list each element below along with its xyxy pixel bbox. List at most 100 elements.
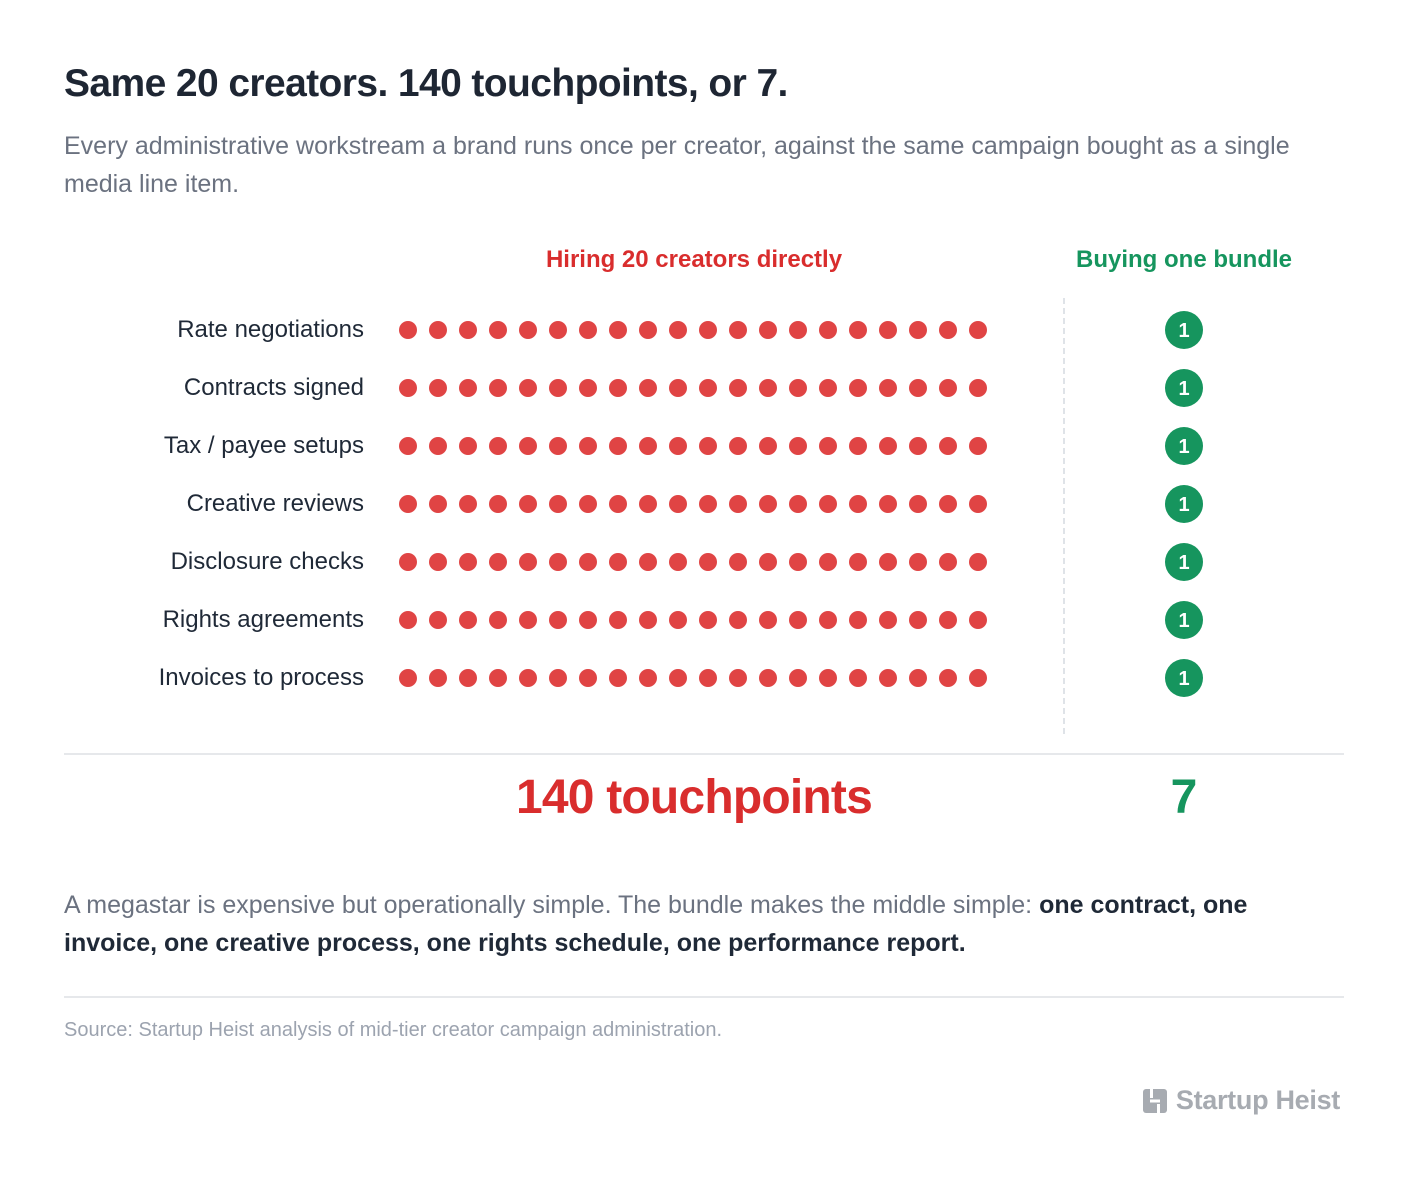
column-header-direct: Hiring 20 creators directly [545, 246, 843, 273]
direct-touchpoint-dot [849, 437, 867, 455]
direct-touchpoint-dot [639, 669, 657, 687]
direct-touchpoint-dot [669, 553, 687, 571]
direct-touchpoint-dot [519, 321, 537, 339]
direct-touchpoint-dot [819, 611, 837, 629]
direct-touchpoint-dot [759, 437, 777, 455]
direct-touchpoint-dot [789, 611, 807, 629]
direct-touchpoint-dot [969, 611, 987, 629]
dot-matrix-chart: 1 1 1 1 1 1 1 [399, 311, 1203, 697]
direct-touchpoint-dot [699, 669, 717, 687]
direct-touchpoint-dot [429, 437, 447, 455]
bundle-touchpoint-label: 1 [1178, 494, 1189, 516]
direct-touchpoint-dot [399, 379, 417, 397]
direct-touchpoint-dot [789, 495, 807, 513]
direct-touchpoint-dot [909, 611, 927, 629]
direct-touchpoint-dot [489, 669, 507, 687]
direct-touchpoint-dot [909, 553, 927, 571]
direct-touchpoint-dot [759, 495, 777, 513]
direct-touchpoint-dot [399, 553, 417, 571]
direct-touchpoint-dot [669, 495, 687, 513]
direct-touchpoint-dot [669, 669, 687, 687]
direct-touchpoint-dot [849, 495, 867, 513]
bundle-touchpoint-circle [1165, 543, 1203, 581]
direct-touchpoint-dot [819, 321, 837, 339]
direct-touchpoint-dot [729, 611, 747, 629]
brand-logo: Startup Heist [1142, 1085, 1340, 1116]
direct-touchpoint-dot [459, 437, 477, 455]
direct-touchpoint-dot [759, 379, 777, 397]
direct-touchpoint-dot [579, 495, 597, 513]
bundle-touchpoint-circle [1165, 659, 1203, 697]
row-label: Creative reviews [186, 490, 364, 517]
direct-touchpoint-dot [909, 321, 927, 339]
direct-touchpoint-dot [879, 495, 897, 513]
direct-touchpoint-dot [969, 669, 987, 687]
bundle-touchpoint-circle [1165, 311, 1203, 349]
direct-touchpoint-dot [939, 379, 957, 397]
direct-touchpoint-dot [729, 495, 747, 513]
direct-touchpoint-dot [789, 437, 807, 455]
direct-touchpoint-dot [639, 495, 657, 513]
row-label: Rights agreements [162, 606, 364, 633]
direct-touchpoint-dot [759, 669, 777, 687]
direct-touchpoint-dot [969, 379, 987, 397]
startup-heist-logo-icon [1142, 1088, 1167, 1113]
direct-touchpoint-dot [879, 379, 897, 397]
direct-touchpoint-dot [579, 553, 597, 571]
direct-touchpoint-dot [879, 669, 897, 687]
direct-touchpoint-dot [729, 553, 747, 571]
column-divider [1063, 298, 1065, 734]
direct-touchpoint-dot [819, 669, 837, 687]
direct-touchpoint-dot [549, 321, 567, 339]
row-label: Disclosure checks [170, 548, 364, 575]
direct-touchpoint-dot [759, 321, 777, 339]
direct-touchpoint-dot [939, 321, 957, 339]
brand-name: Startup Heist [1175, 1085, 1340, 1115]
direct-touchpoint-dot [399, 437, 417, 455]
direct-touchpoint-dot [789, 321, 807, 339]
direct-touchpoint-dot [459, 495, 477, 513]
direct-touchpoint-dot [729, 669, 747, 687]
direct-touchpoint-dot [729, 437, 747, 455]
direct-touchpoint-dot [759, 553, 777, 571]
direct-touchpoint-dot [399, 321, 417, 339]
direct-touchpoint-dot [909, 437, 927, 455]
direct-touchpoint-dot [819, 553, 837, 571]
totals-divider [64, 753, 1344, 755]
chart-title: Same 20 creators. 140 touchpoints, or 7. [64, 62, 788, 105]
direct-touchpoint-dot [699, 553, 717, 571]
direct-touchpoint-dot [549, 611, 567, 629]
direct-touchpoint-dot [699, 321, 717, 339]
direct-touchpoint-dot [909, 379, 927, 397]
direct-touchpoint-dot [519, 553, 537, 571]
bundle-touchpoint-marker: 1 [1165, 485, 1203, 523]
direct-touchpoint-dot [429, 321, 447, 339]
direct-touchpoint-dot [879, 437, 897, 455]
direct-touchpoint-dot [669, 611, 687, 629]
direct-touchpoint-dot [549, 437, 567, 455]
bundle-touchpoint-label: 1 [1178, 610, 1189, 632]
direct-touchpoint-dot [549, 495, 567, 513]
row-label: Tax / payee setups [163, 432, 364, 459]
direct-touchpoint-dot [939, 669, 957, 687]
direct-touchpoint-dot [939, 437, 957, 455]
direct-touchpoint-dot [819, 379, 837, 397]
direct-touchpoint-dot [489, 553, 507, 571]
direct-touchpoint-dot [669, 321, 687, 339]
direct-touchpoint-dot [969, 495, 987, 513]
direct-touchpoint-dot [609, 669, 627, 687]
direct-touchpoint-dot [669, 437, 687, 455]
bundle-touchpoint-marker: 1 [1165, 311, 1203, 349]
bundle-touchpoint-circle [1165, 485, 1203, 523]
direct-touchpoint-dot [459, 553, 477, 571]
bundle-touchpoint-label: 1 [1178, 552, 1189, 574]
direct-touchpoint-dot [579, 379, 597, 397]
takeaway-note: A megastar is expensive but operationall… [64, 886, 1344, 962]
direct-touchpoint-dot [699, 437, 717, 455]
direct-touchpoint-dot [639, 553, 657, 571]
direct-touchpoint-dot [609, 437, 627, 455]
direct-touchpoint-dot [699, 495, 717, 513]
direct-touchpoint-dot [819, 437, 837, 455]
direct-touchpoint-dot [429, 669, 447, 687]
direct-touchpoint-dot [909, 495, 927, 513]
